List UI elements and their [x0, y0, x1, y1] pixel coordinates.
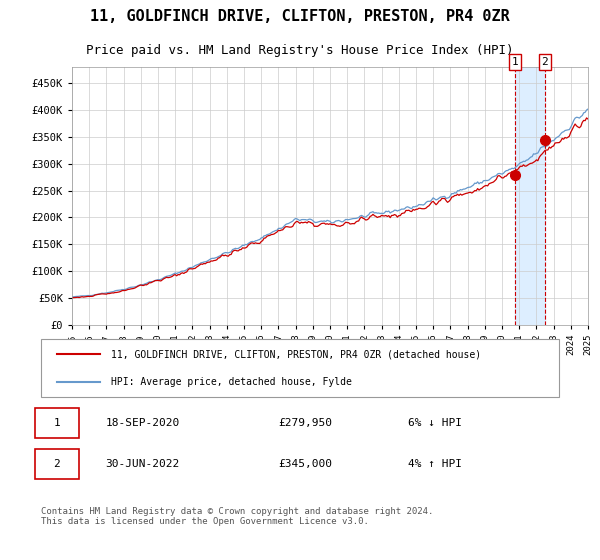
Text: 18-SEP-2020: 18-SEP-2020 [106, 418, 180, 428]
Text: £279,950: £279,950 [278, 418, 332, 428]
FancyBboxPatch shape [35, 449, 79, 479]
Text: 2: 2 [542, 57, 548, 67]
Text: 1: 1 [512, 57, 518, 67]
FancyBboxPatch shape [35, 408, 79, 438]
Text: 11, GOLDFINCH DRIVE, CLIFTON, PRESTON, PR4 0ZR: 11, GOLDFINCH DRIVE, CLIFTON, PRESTON, P… [90, 10, 510, 24]
FancyBboxPatch shape [41, 339, 559, 397]
Text: 4% ↑ HPI: 4% ↑ HPI [408, 459, 462, 469]
Text: 6% ↓ HPI: 6% ↓ HPI [408, 418, 462, 428]
Bar [515, 67, 545, 325]
Text: 11, GOLDFINCH DRIVE, CLIFTON, PRESTON, PR4 0ZR (detached house): 11, GOLDFINCH DRIVE, CLIFTON, PRESTON, P… [111, 349, 481, 359]
Text: 30-JUN-2022: 30-JUN-2022 [106, 459, 180, 469]
Text: Price paid vs. HM Land Registry's House Price Index (HPI): Price paid vs. HM Land Registry's House … [86, 44, 514, 57]
Text: 1: 1 [53, 418, 61, 428]
Text: HPI: Average price, detached house, Fylde: HPI: Average price, detached house, Fyld… [111, 377, 352, 388]
Text: 2: 2 [53, 459, 61, 469]
Text: Contains HM Land Registry data © Crown copyright and database right 2024.
This d: Contains HM Land Registry data © Crown c… [41, 507, 433, 526]
Text: £345,000: £345,000 [278, 459, 332, 469]
